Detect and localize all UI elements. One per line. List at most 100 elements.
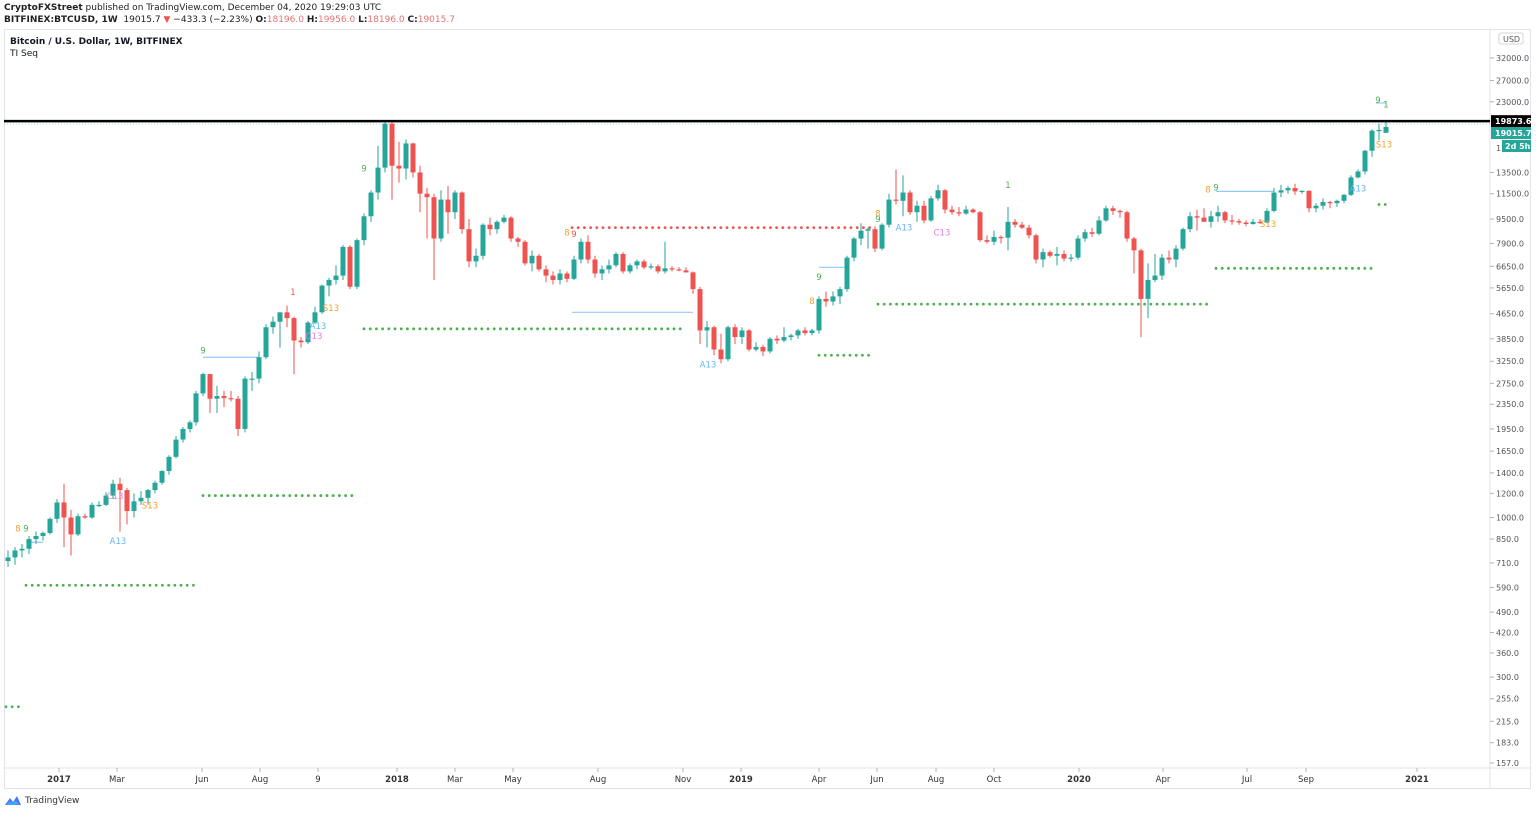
candle-up[interactable] — [725, 327, 731, 360]
candle-down[interactable] — [396, 165, 402, 169]
candle-down[interactable] — [641, 261, 647, 268]
candle-down[interactable] — [697, 289, 703, 331]
candle-down[interactable] — [1257, 221, 1263, 224]
candle-up[interactable] — [1369, 130, 1375, 151]
candle-up[interactable] — [739, 330, 745, 338]
candle-up[interactable] — [89, 504, 95, 518]
candle-up[interactable] — [242, 378, 248, 429]
candle-up[interactable] — [1278, 190, 1284, 193]
candle-up[interactable] — [830, 296, 836, 302]
candle-up[interactable] — [180, 428, 186, 440]
candle-up[interactable] — [1103, 208, 1109, 221]
candle-up[interactable] — [1180, 229, 1186, 249]
candle-up[interactable] — [1264, 210, 1270, 223]
candle-down[interactable] — [746, 330, 752, 350]
candle-down[interactable] — [907, 192, 913, 213]
candle-up[interactable] — [473, 255, 479, 262]
candle-down[interactable] — [823, 298, 829, 302]
candle-up[interactable] — [1187, 216, 1193, 230]
publisher-name[interactable]: CryptoFXStreet — [4, 3, 83, 13]
candle-up[interactable] — [131, 501, 137, 512]
candle-up[interactable] — [928, 198, 934, 221]
candle-down[interactable] — [718, 349, 724, 360]
candle-down[interactable] — [410, 143, 416, 173]
candle-up[interactable] — [879, 224, 885, 249]
candle-up[interactable] — [1068, 257, 1074, 259]
candle-down[interactable] — [732, 327, 738, 338]
candle-down[interactable] — [984, 240, 990, 242]
candle-up[interactable] — [312, 312, 318, 323]
candle-down[interactable] — [1201, 217, 1207, 222]
candle-down[interactable] — [228, 398, 234, 400]
candle-up[interactable] — [354, 240, 360, 287]
candle-down[interactable] — [124, 490, 130, 512]
candle-up[interactable] — [1334, 200, 1340, 204]
candle-up[interactable] — [1145, 279, 1151, 299]
candle-up[interactable] — [627, 265, 633, 272]
candle-down[interactable] — [998, 236, 1004, 239]
candle-up[interactable] — [193, 393, 199, 423]
candle-up[interactable] — [767, 338, 773, 352]
candle-down[interactable] — [564, 273, 570, 279]
candle-up[interactable] — [270, 321, 276, 328]
candle-up[interactable] — [249, 378, 255, 380]
candle-down[interactable] — [585, 241, 591, 260]
candle-down[interactable] — [956, 212, 962, 214]
legend-indicator[interactable]: TI Seq — [10, 49, 38, 59]
candle-up[interactable] — [662, 268, 668, 272]
candle-up[interactable] — [403, 143, 409, 169]
candle-down[interactable] — [291, 318, 297, 341]
candle-down[interactable] — [522, 241, 528, 264]
candle-down[interactable] — [711, 327, 717, 350]
candle-down[interactable] — [1327, 202, 1333, 204]
candle-up[interactable] — [96, 504, 102, 507]
candle-down[interactable] — [424, 193, 430, 198]
candle-up[interactable] — [1075, 238, 1081, 258]
candle-down[interactable] — [536, 255, 542, 270]
candle-down[interactable] — [1026, 227, 1032, 236]
candle-down[interactable] — [1229, 220, 1235, 222]
candle-down[interactable] — [68, 517, 74, 535]
candle-down[interactable] — [977, 212, 983, 241]
candle-up[interactable] — [844, 257, 850, 290]
candle-up[interactable] — [326, 279, 332, 286]
candle-up[interactable] — [704, 327, 710, 331]
candle-down[interactable] — [298, 340, 304, 343]
candle-up[interactable] — [480, 224, 486, 256]
candle-up[interactable] — [991, 236, 997, 242]
candle-down[interactable] — [487, 224, 493, 230]
candle-up[interactable] — [781, 337, 787, 341]
candle-up[interactable] — [159, 471, 165, 483]
candle-up[interactable] — [452, 192, 458, 213]
currency-badge[interactable] — [1498, 32, 1524, 45]
candle-down[interactable] — [774, 338, 780, 341]
candle-up[interactable] — [1271, 192, 1277, 211]
candle-down[interactable] — [942, 190, 948, 210]
candle-down[interactable] — [1236, 221, 1242, 223]
candle-up[interactable] — [1159, 257, 1165, 276]
candle-down[interactable] — [669, 268, 675, 270]
candle-up[interactable] — [1285, 188, 1291, 191]
candle-down[interactable] — [655, 266, 661, 272]
candle-down[interactable] — [802, 330, 808, 334]
candle-up[interactable] — [47, 518, 53, 533]
candle-up[interactable] — [1299, 190, 1305, 193]
candle-up[interactable] — [858, 230, 864, 239]
candle-down[interactable] — [466, 229, 472, 262]
candle-up[interactable] — [75, 516, 81, 535]
candle-up[interactable] — [12, 550, 18, 558]
candle-down[interactable] — [1124, 212, 1130, 239]
candle-up[interactable] — [1054, 253, 1060, 256]
candle-up[interactable] — [809, 330, 815, 334]
tradingview-logo[interactable]: TradingView — [4, 795, 79, 806]
candle-up[interactable] — [557, 273, 563, 280]
candle-up[interactable] — [1320, 202, 1326, 206]
candle-down[interactable] — [1243, 222, 1249, 224]
candle-up[interactable] — [795, 330, 801, 336]
candle-up[interactable] — [103, 495, 109, 505]
candle-up[interactable] — [5, 557, 11, 562]
candle-down[interactable] — [1047, 252, 1053, 256]
candle-down[interactable] — [431, 197, 437, 239]
candle-down[interactable] — [760, 346, 766, 352]
